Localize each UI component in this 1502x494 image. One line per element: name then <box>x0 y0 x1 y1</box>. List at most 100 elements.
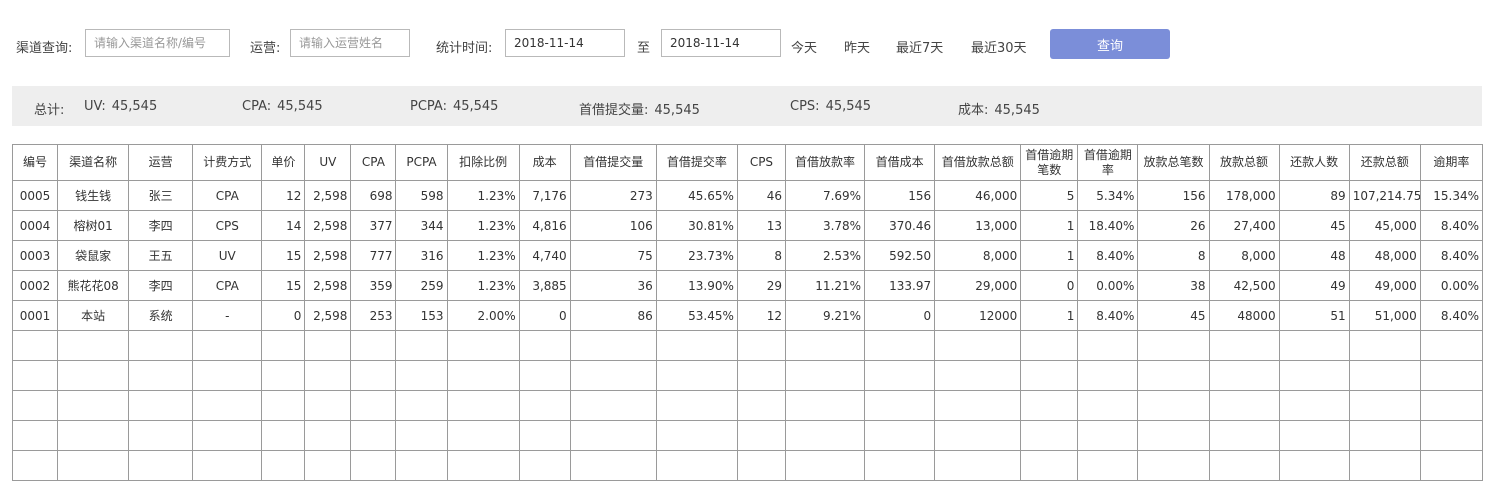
table-cell: 156 <box>1137 180 1210 211</box>
empty-cell <box>192 390 263 421</box>
empty-cell <box>261 360 306 391</box>
column-header: 成本 <box>518 144 571 181</box>
table-cell: 13.90% <box>655 270 738 301</box>
table-cell: 46,000 <box>934 180 1022 211</box>
empty-cell <box>11 420 59 451</box>
table-cell: 45.65% <box>655 180 738 211</box>
empty-cell <box>736 450 786 481</box>
end-date-input[interactable] <box>661 29 781 57</box>
table-cell: CPS <box>192 210 263 241</box>
empty-cell <box>736 420 786 451</box>
column-header: UV <box>304 144 352 181</box>
empty-cell <box>1137 390 1210 421</box>
table-cell: 11.21% <box>784 270 866 301</box>
empty-cell <box>1419 390 1484 421</box>
empty-cell <box>864 330 936 361</box>
empty-cell <box>1419 330 1484 361</box>
query-button[interactable]: 查询 <box>1050 29 1170 59</box>
table-cell: 18.40% <box>1077 210 1139 241</box>
table-header-row: 编号 渠道名称 运营 计费方式 单价 UV CPA PCPA 扣除比例 成本 首… <box>11 144 1484 181</box>
table-cell: 46 <box>736 180 786 211</box>
start-date-input[interactable] <box>505 29 625 57</box>
empty-cell <box>1348 330 1421 361</box>
table-cell: 89 <box>1278 180 1350 211</box>
column-header: 单价 <box>261 144 306 181</box>
channel-query-label: 渠道查询: <box>16 41 73 56</box>
table-cell: 钱生钱 <box>57 180 130 211</box>
empty-cell <box>736 390 786 421</box>
table-cell: 2.00% <box>446 300 520 331</box>
quick-range-today[interactable]: 今天 <box>791 41 818 56</box>
quick-range-30days[interactable]: 最近30天 <box>971 41 1027 56</box>
date-to-label: 至 <box>637 41 651 56</box>
empty-cell <box>784 330 866 361</box>
column-header: 放款总笔数 <box>1137 144 1210 181</box>
table-cell: 316 <box>395 240 448 271</box>
table-cell: 253 <box>350 300 397 331</box>
table-cell: 42,500 <box>1208 270 1280 301</box>
quick-range-7days[interactable]: 最近7天 <box>896 41 944 56</box>
column-header: 渠道名称 <box>57 144 130 181</box>
empty-cell <box>261 420 306 451</box>
table-cell: CPA <box>192 180 263 211</box>
table-cell: 0002 <box>11 270 59 301</box>
column-header: CPA <box>350 144 397 181</box>
empty-cell <box>518 360 571 391</box>
table-cell: 13 <box>736 210 786 241</box>
summary-label: CPA: <box>242 99 272 114</box>
empty-cell <box>57 450 130 481</box>
empty-cell <box>934 450 1022 481</box>
empty-cell <box>1348 450 1421 481</box>
column-header: 首借放款总额 <box>934 144 1022 181</box>
empty-cell <box>1137 330 1210 361</box>
table-cell: 1 <box>1020 300 1079 331</box>
channel-search-input[interactable] <box>85 29 230 57</box>
table-cell: 1.23% <box>446 270 520 301</box>
table-cell: 5.34% <box>1077 180 1139 211</box>
operator-search-input[interactable] <box>290 29 410 57</box>
empty-cell <box>784 360 866 391</box>
table-cell: 53.45% <box>655 300 738 331</box>
empty-cell <box>128 390 194 421</box>
empty-cell <box>446 330 520 361</box>
table-cell: 8.40% <box>1077 300 1139 331</box>
table-cell: 14 <box>261 210 306 241</box>
table-row: 0005 钱生钱 张三 CPA 12 2,598 698 598 1.23% 7,176 273 45… <box>11 180 1484 211</box>
empty-cell <box>128 360 194 391</box>
empty-cell <box>11 360 59 391</box>
quick-range-yesterday[interactable]: 昨天 <box>844 41 871 56</box>
table-cell: 8.40% <box>1419 300 1484 331</box>
empty-cell <box>1137 420 1210 451</box>
empty-cell <box>128 420 194 451</box>
empty-cell <box>1348 360 1421 391</box>
table-cell: 王五 <box>128 240 194 271</box>
empty-cell <box>864 420 936 451</box>
empty-cell <box>395 450 448 481</box>
empty-table-row <box>11 450 1484 481</box>
empty-cell <box>1208 360 1280 391</box>
table-cell: 259 <box>395 270 448 301</box>
filter-bar: 渠道查询: 运营: 统计时间: 至 今天 昨天 最近7天 最近30天 查询 <box>0 0 1502 86</box>
empty-cell <box>57 360 130 391</box>
empty-cell <box>655 420 738 451</box>
table-cell: 1 <box>1020 240 1079 271</box>
empty-cell <box>934 360 1022 391</box>
table-cell: 49 <box>1278 270 1350 301</box>
empty-cell <box>1208 330 1280 361</box>
empty-cell <box>1348 420 1421 451</box>
table-cell: 29 <box>736 270 786 301</box>
summary-value: 45,545 <box>277 99 323 114</box>
table-cell: 377 <box>350 210 397 241</box>
table-cell: 8.40% <box>1419 210 1484 241</box>
column-header: 首借逾期笔数 <box>1020 144 1079 181</box>
table-cell: 48000 <box>1208 300 1280 331</box>
empty-cell <box>1278 390 1350 421</box>
empty-cell <box>1419 450 1484 481</box>
table-row: 0002 熊花花08 李四 CPA 15 2,598 359 259 1.23% 3,885 36 1… <box>11 270 1484 301</box>
summary-total-label: 总计: <box>34 103 65 118</box>
table-cell: 36 <box>569 270 657 301</box>
empty-cell <box>1077 420 1139 451</box>
empty-cell <box>192 360 263 391</box>
table-cell: 29,000 <box>934 270 1022 301</box>
table-row: 0001 本站 系统 -0 2,598 253 153 2.00% 0 86 53.45% 12 9.2… <box>11 300 1484 331</box>
